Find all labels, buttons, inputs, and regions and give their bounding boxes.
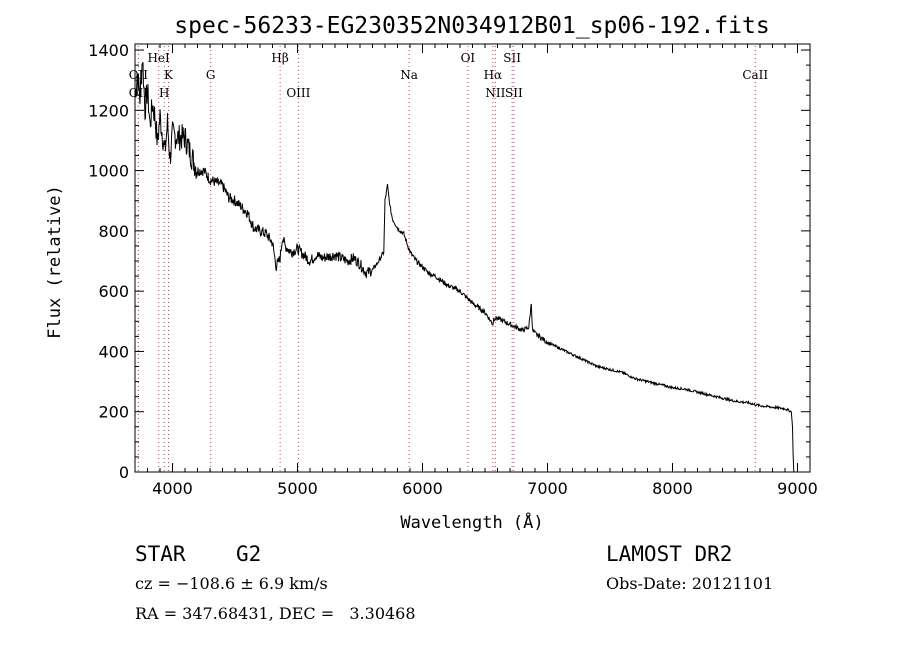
object-subclass: G2 xyxy=(236,542,262,566)
redshift-text: cz = −108.6 ± 6.9 km/s xyxy=(135,574,328,593)
line-marker-label: H xyxy=(159,86,169,100)
line-marker-label: NII xyxy=(485,86,505,100)
object-class: STAR xyxy=(135,542,186,566)
line-marker-label: Hα xyxy=(484,68,503,82)
line-marker-label: CaII xyxy=(742,68,768,82)
x-tick-label: 4000 xyxy=(152,479,193,498)
line-marker-label: G xyxy=(206,68,216,82)
line-marker-label: OII xyxy=(129,86,149,100)
x-axis: 4000 5000 6000 7000 8000 9000 xyxy=(134,44,818,498)
x-tick-label: 7000 xyxy=(527,479,568,498)
line-marker-label: SII xyxy=(503,51,521,65)
y-axis-label: Flux (relative) xyxy=(45,185,65,339)
line-marker-label: HeI xyxy=(147,51,170,65)
x-tick-label: 6000 xyxy=(402,479,443,498)
obs-date: Obs-Date: 20121101 xyxy=(606,574,774,593)
chart-title: spec-56233-EG230352N034912B01_sp06-192.f… xyxy=(174,13,769,39)
x-tick-label: 5000 xyxy=(277,479,318,498)
y-tick-label: 1200 xyxy=(88,101,129,120)
y-tick-label: 600 xyxy=(98,282,129,301)
y-axis: 0 200 400 600 800 1000 1200 1400 xyxy=(88,41,810,482)
x-axis-label: Wavelength (Å) xyxy=(400,511,543,533)
y-tick-label: 0 xyxy=(119,463,129,482)
y-tick-label: 1400 xyxy=(88,41,129,60)
x-tick-label: 9000 xyxy=(777,479,818,498)
line-marker-label: SII xyxy=(505,86,523,100)
plot-frame xyxy=(134,43,811,473)
spectrum-line xyxy=(134,61,795,473)
y-tick-label: 400 xyxy=(98,342,129,361)
line-marker-label: K xyxy=(164,68,174,82)
line-marker-label: Hβ xyxy=(271,51,288,65)
line-marker-label: OIII xyxy=(286,86,310,100)
x-tick-label: 8000 xyxy=(652,479,693,498)
line-marker-label: Na xyxy=(400,68,418,82)
survey-name: LAMOST DR2 xyxy=(606,542,733,566)
line-marker-label: OI xyxy=(461,51,476,65)
coordinates-text: RA = 347.68431, DEC = 3.30468 xyxy=(135,604,416,623)
y-tick-label: 200 xyxy=(98,403,129,422)
y-tick-label: 1000 xyxy=(88,162,129,181)
y-tick-label: 800 xyxy=(98,222,129,241)
